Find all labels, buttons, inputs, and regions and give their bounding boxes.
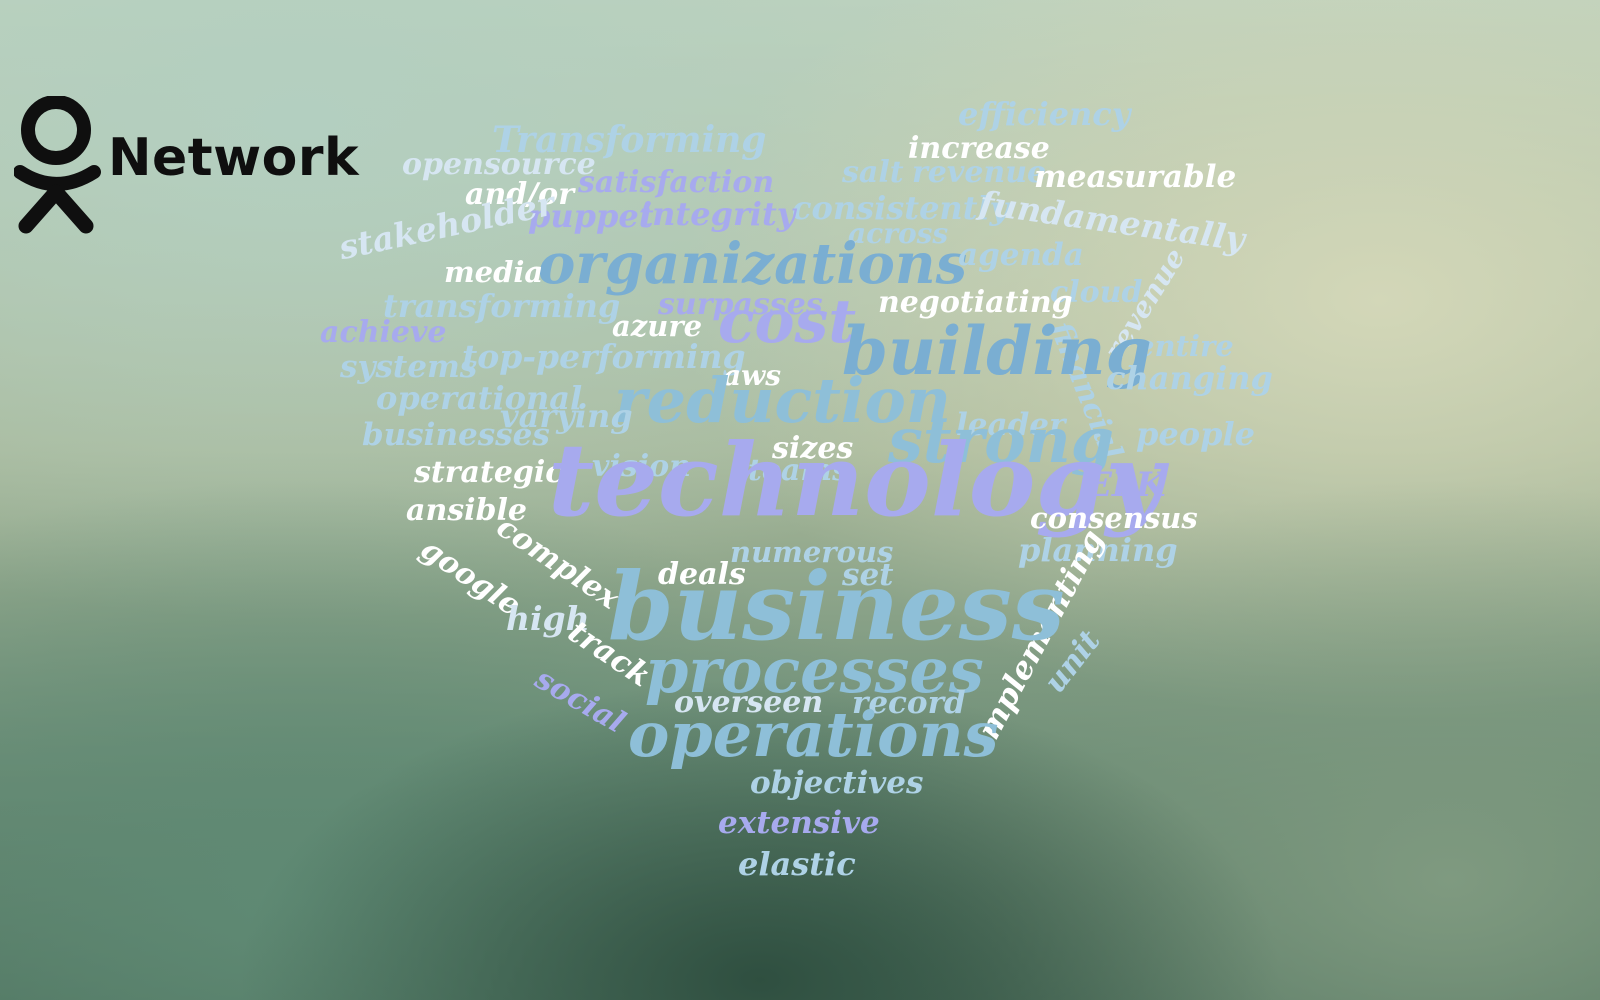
word-azure: azure [612,309,703,343]
word-salt: salt [842,155,904,190]
word-media: media [444,255,544,289]
word-extensive: extensive [718,805,880,841]
word-and-or: and/or [465,177,574,212]
word-stakeholder: stakeholder [335,183,558,268]
word-agenda: agenda [958,237,1084,273]
word-record: record [852,685,966,721]
word-processes: processes [645,634,984,707]
word-revenue: revenue [912,155,1047,190]
word-cost: cost [718,287,857,357]
word-strong: strong [888,404,1114,477]
word-entire: entire [1136,329,1234,363]
word-satisfaction: satisfaction [578,165,775,200]
word-integrity: integrity [640,195,796,233]
word-sizes: sizes [772,431,854,466]
word-consensus: consensus [1030,501,1198,535]
word-teams: teams [748,453,850,488]
word-people: people [1136,415,1255,453]
word-building: building [842,312,1152,390]
word-vision: vision [592,449,691,484]
word-changing: changing [1106,359,1273,397]
word-ansible: ansible [406,493,527,528]
word-systems: systems [340,349,478,385]
logo-text: Network [108,128,360,188]
word-varying: varying [500,397,633,435]
ok-person-icon [14,96,101,234]
word-planning: planning [1018,531,1178,569]
word-overseen: overseen [674,685,824,720]
word-organizations: organizations [538,231,968,297]
word-reduction: reduction [614,364,951,437]
word-across: across [848,217,949,250]
word-operational: operational [376,379,583,417]
word-numerous: numerous [730,535,894,569]
word-cloud: cloud [1050,275,1143,310]
word-transforming: transforming [383,287,621,325]
word-businesses: businesses [362,417,550,453]
word-deals: deals [658,557,746,592]
word-negotiating: negotiating [878,285,1073,320]
word-consistently: consistently [792,189,1009,227]
word-opensource: opensource [402,147,596,182]
word-objectives: objectives [750,765,924,801]
word-leader: leader [956,407,1066,443]
word-top-performing: top-performing [462,337,746,376]
word-operations: operations [628,698,999,771]
word-increase: increase [908,131,1050,166]
word-technology: technology [548,421,1164,539]
word-elk: ELK [1086,465,1166,505]
word-set: set [842,557,894,593]
word-transforming: Transforming [492,119,767,161]
word-business: business [608,552,1065,662]
word-aws: aws [723,359,782,392]
word-puppet: puppet [528,197,654,235]
word-elastic: elastic [738,845,856,883]
word-achieve: achieve [320,315,447,350]
word-efficiency: efficiency [958,95,1131,133]
network-logo: Network [14,96,384,236]
word-measurable: measurable [1034,159,1237,195]
word-high: high [506,599,590,638]
word-surpasses: surpasses [658,287,823,322]
word-strategic: strategic [414,455,564,490]
